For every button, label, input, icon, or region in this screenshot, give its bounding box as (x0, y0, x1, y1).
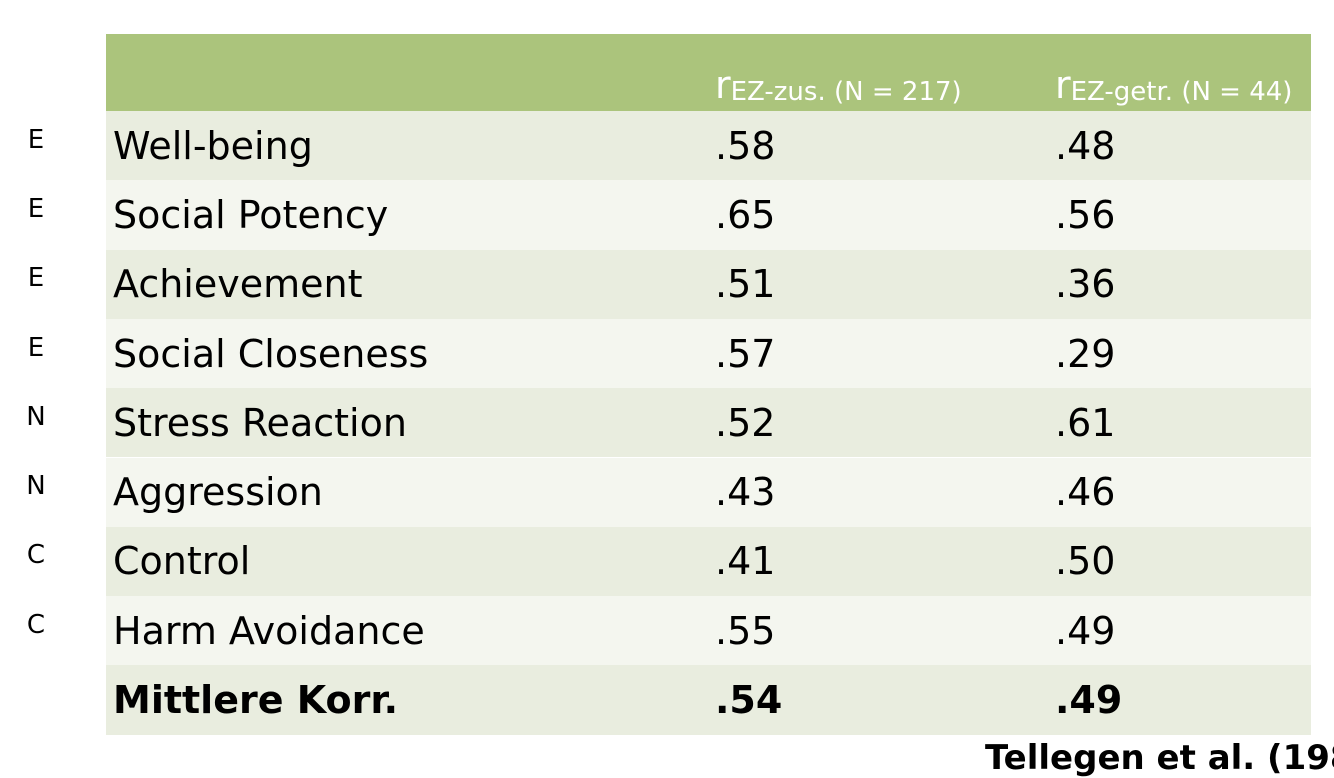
value-cell: .50 (1048, 526, 1311, 597)
header-cell: r EZ-zus. (N = 217) (708, 34, 1048, 111)
row-label: Well-being (106, 111, 708, 181)
value-cell: .54 (708, 665, 1048, 735)
row-label: Achievement (106, 249, 708, 319)
group-letter: E (27, 263, 45, 294)
row-label: Social Closeness (106, 318, 708, 389)
row-label: Stress Reaction (106, 388, 708, 458)
header-cell (106, 34, 708, 111)
group-letter: E (27, 332, 45, 363)
table: r EZ-zus. (N = 217) r EZ-getr. (N = 44) E Wel… (26, 34, 1334, 778)
header-cell: r EZ-getr. (N = 44) (1048, 34, 1311, 111)
header-symbol: r (1055, 63, 1071, 107)
value-cell: .43 (708, 457, 1048, 527)
value-cell: .48 (1048, 111, 1311, 181)
header-symbol: r (715, 63, 731, 107)
group-letter: C (26, 609, 46, 640)
source: Tellegen et al. (1988) (985, 738, 1334, 778)
header-subscript: EZ-getr. (N = 44) (1070, 77, 1293, 107)
value-cell: .56 (1048, 180, 1311, 250)
row-label: Harm Avoidance (106, 596, 708, 666)
group-letter: C (26, 540, 46, 571)
group-letter: N (26, 471, 46, 502)
row-label: Social Potency (106, 180, 708, 250)
value-cell: .36 (1048, 249, 1311, 319)
value-cell: .57 (708, 318, 1048, 389)
value-cell: .51 (708, 249, 1048, 319)
page: r EZ-zus. (N = 217) r EZ-getr. (N = 44) E Wel… (26, 34, 1334, 778)
row-label: Aggression (106, 457, 708, 527)
value-cell: .49 (1048, 596, 1311, 666)
value-cell: .52 (708, 388, 1048, 458)
value-cell: .58 (708, 111, 1048, 181)
group-letter: E (27, 124, 45, 155)
value-cell: .46 (1048, 457, 1311, 527)
value-cell: .61 (1048, 388, 1311, 458)
header-subscript: EZ-zus. (N = 217) (730, 77, 962, 107)
group-letter: E (27, 193, 45, 224)
row-label: Control (106, 526, 708, 597)
value-cell: .49 (1048, 665, 1311, 735)
value-cell: .55 (708, 596, 1048, 666)
value-cell: .41 (708, 526, 1048, 597)
group-letter: N (26, 401, 46, 432)
value-cell: .65 (708, 180, 1048, 250)
row-label: Mittlere Korr. (106, 665, 708, 735)
value-cell: .29 (1048, 318, 1311, 389)
